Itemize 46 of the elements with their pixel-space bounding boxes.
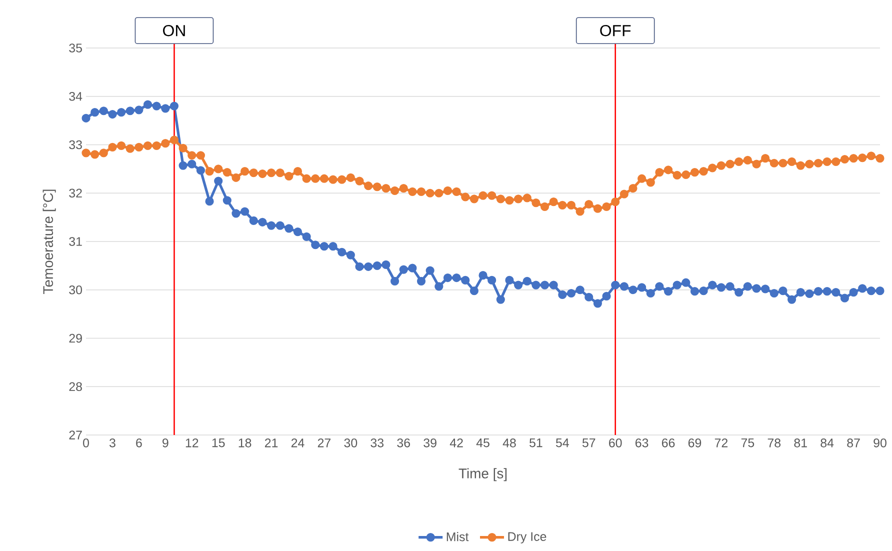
x-tick-label: 30 bbox=[344, 438, 358, 448]
x-tick-label: 57 bbox=[582, 438, 596, 448]
x-tick-label: 84 bbox=[820, 438, 834, 448]
y-tick-label: 30 bbox=[69, 285, 82, 294]
legend-label: Dry Ice bbox=[508, 532, 546, 544]
x-tick-label: 12 bbox=[186, 438, 198, 448]
x-tick-label: 9 bbox=[162, 438, 168, 448]
y-tick-label: 29 bbox=[69, 334, 82, 343]
x-tick-label: 0 bbox=[83, 438, 89, 448]
x-tick-label: 87 bbox=[847, 438, 860, 448]
x-axis-title: Time [s] bbox=[458, 468, 507, 482]
x-tick-label: 36 bbox=[397, 438, 410, 448]
x-tick-label: 75 bbox=[741, 438, 754, 448]
x-tick-label: 18 bbox=[238, 438, 252, 448]
y-tick-label: 31 bbox=[69, 237, 82, 246]
x-tick-label: 24 bbox=[291, 438, 304, 448]
legend-label: Mist bbox=[446, 532, 469, 542]
x-tick-label: 3 bbox=[109, 438, 116, 448]
x-tick-label: 54 bbox=[556, 438, 569, 448]
x-tick-label: 51 bbox=[530, 438, 542, 448]
x-tick-label: 63 bbox=[636, 438, 648, 448]
ref-line-label: ON bbox=[163, 24, 185, 36]
x-tick-label: 21 bbox=[264, 438, 278, 448]
y-tick-label: 33 bbox=[69, 140, 82, 150]
x-tick-label: 15 bbox=[212, 438, 225, 448]
x-tick-label: 45 bbox=[476, 438, 490, 448]
x-tick-label: 39 bbox=[424, 438, 436, 448]
x-tick-label: 33 bbox=[370, 438, 384, 448]
y-tick-label: 32 bbox=[69, 188, 82, 198]
x-tick-label: 81 bbox=[794, 438, 807, 448]
y-axis-title: Temoerature [°C] bbox=[42, 190, 56, 294]
x-tick-label: 60 bbox=[609, 438, 622, 448]
x-tick-label: 6 bbox=[136, 438, 142, 448]
ref-line-label: OFF bbox=[600, 24, 631, 36]
x-tick-label: 78 bbox=[768, 438, 781, 448]
x-tick-label: 69 bbox=[688, 438, 702, 448]
y-tick-label: 34 bbox=[69, 92, 82, 101]
x-tick-label: 42 bbox=[450, 438, 463, 448]
y-tick-label: 28 bbox=[69, 382, 82, 392]
x-tick-label: 90 bbox=[874, 438, 886, 448]
y-tick-label: 27 bbox=[69, 430, 82, 440]
x-tick-label: 27 bbox=[318, 438, 331, 448]
x-tick-label: 72 bbox=[714, 438, 728, 448]
x-tick-label: 48 bbox=[502, 438, 516, 448]
x-tick-label: 66 bbox=[662, 438, 675, 448]
y-tick-label: 35 bbox=[69, 44, 82, 52]
